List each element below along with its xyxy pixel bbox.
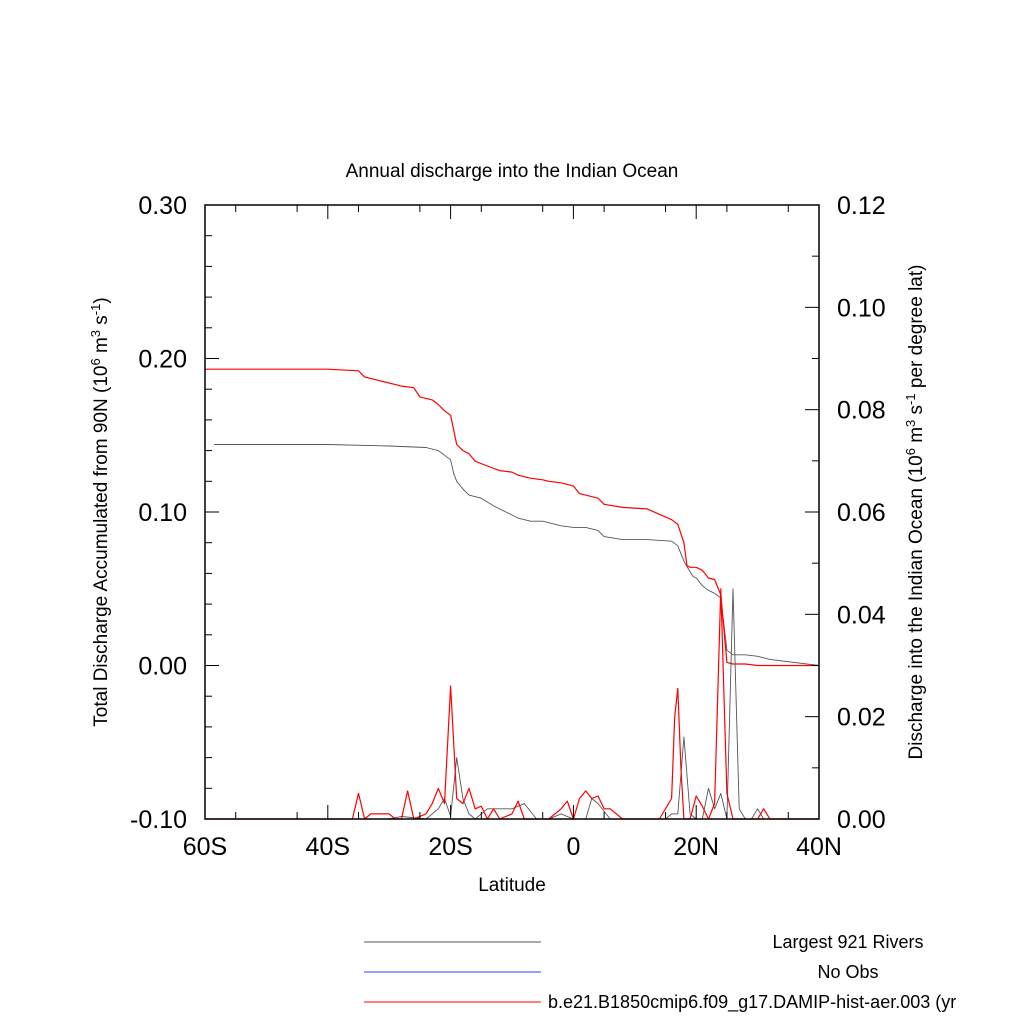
y-left-tick-label: 0.00: [138, 653, 187, 681]
y-left-tick-label: 0.20: [138, 346, 187, 374]
y-right-tick-label: 0.06: [837, 499, 886, 527]
y-right-tick-label: 0.10: [837, 294, 886, 322]
legend-label: b.e21.B1850cmip6.f09_g17.DAMIP-hist-aer.…: [548, 992, 956, 1013]
legend-label: Largest 921 Rivers: [772, 932, 923, 952]
legend-label: No Obs: [817, 962, 878, 982]
y-axis-label-left: Total Discharge Accumulated from 90N (10…: [88, 297, 113, 726]
x-tick-label: 40N: [796, 833, 842, 861]
chart-title: Annual discharge into the Indian Ocean: [346, 161, 679, 182]
y-left-tick-label: 0.10: [138, 499, 187, 527]
y-left-tick-label: 0.30: [138, 192, 187, 220]
series-line-0: [214, 444, 820, 666]
ticks-layer: 60S 40S 20S 0 20N 40N 0.30 0.20 0.10 0.00 -0.10 0.1…: [130, 192, 886, 861]
x-tick-label: 20S: [428, 833, 472, 861]
legend: Largest 921 Rivers No Obs b.e21.B1850cmip6…: [364, 932, 956, 1013]
plot-frame: [204, 204, 820, 820]
x-axis-label: Latitude: [478, 875, 546, 896]
y-right-tick-label: 0.00: [837, 806, 886, 834]
y-left-tick-label: -0.10: [130, 806, 187, 834]
x-tick-label: 40S: [306, 833, 350, 861]
x-tick-label: 20N: [673, 833, 719, 861]
x-tick-label: 60S: [183, 833, 227, 861]
y-right-tick-label: 0.08: [837, 397, 886, 425]
series-line-2: [205, 368, 819, 667]
y-right-tick-label: 0.02: [837, 704, 886, 732]
series-layer: [205, 368, 820, 820]
y-axis-label-right: Discharge into the Indian Ocean (106 m3 …: [903, 265, 928, 760]
series-line-4: [205, 588, 819, 820]
x-tick-label: 0: [566, 833, 580, 861]
y-right-tick-label: 0.04: [837, 601, 886, 629]
y-right-tick-label: 0.12: [837, 192, 886, 220]
series-line-3: [205, 588, 819, 820]
